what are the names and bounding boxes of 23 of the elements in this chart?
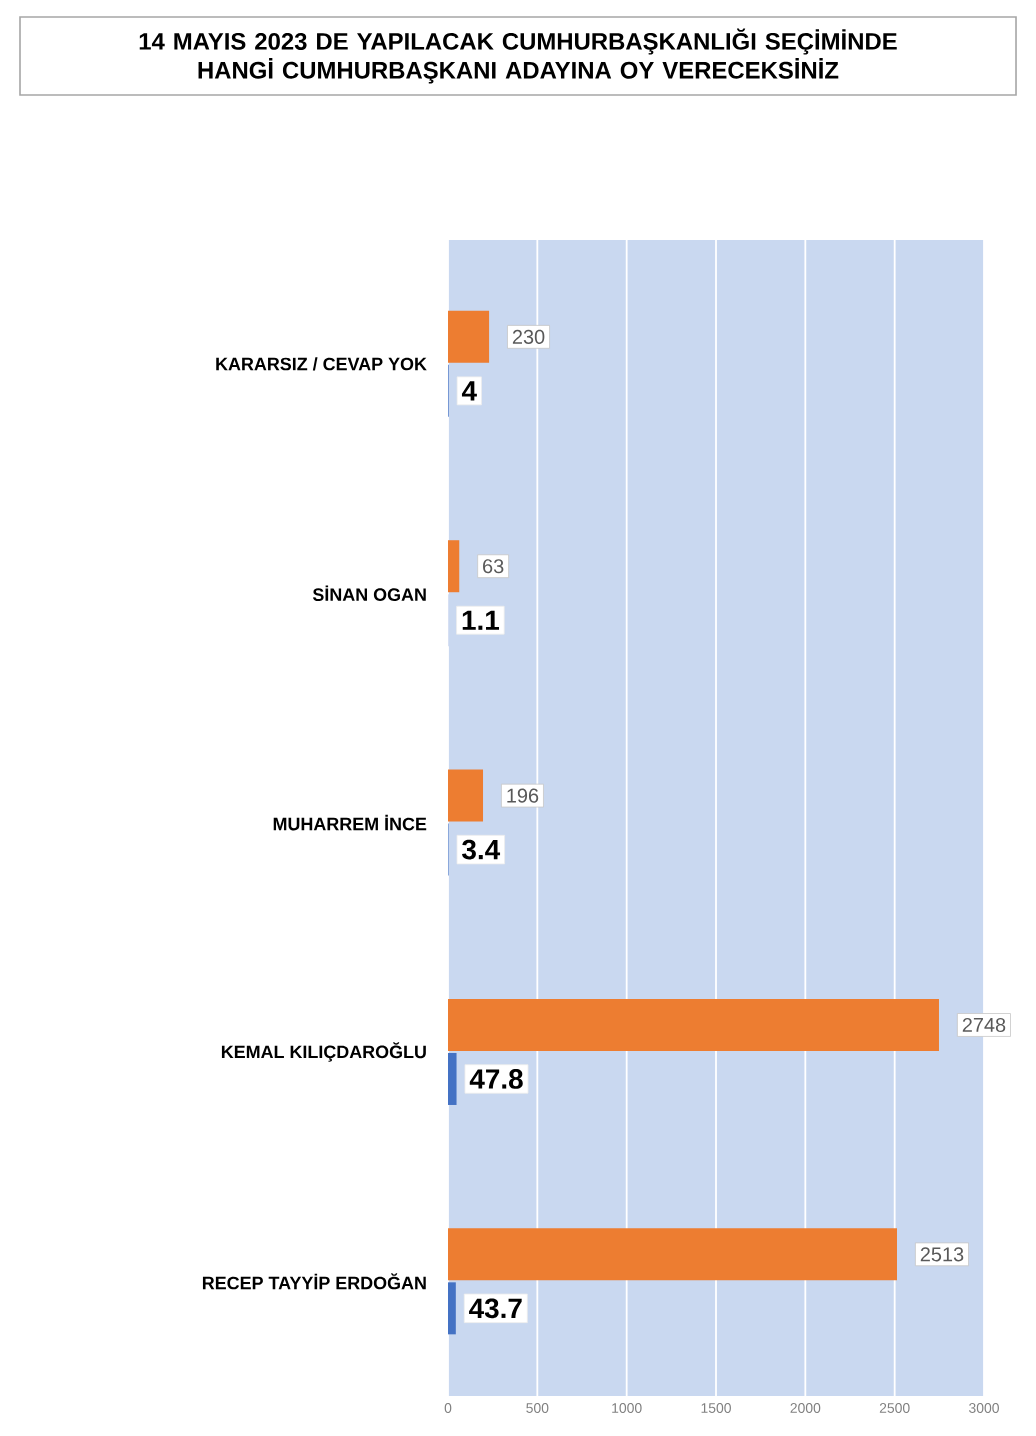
bar	[448, 540, 460, 593]
bar	[448, 1052, 457, 1105]
chart-title: 14 MAYIS 2023 DE YAPILACAK CUMHURBAŞKANLIĞI SEÇİMİNDE HANGİ CUMHURBAŞKANI ADAYINA OY VERECEKSİNİZ	[139, 28, 897, 84]
data-label: 3.4	[462, 839, 501, 860]
y-tick-label: RECEP TAYYİP ERDOĞAN	[202, 1273, 426, 1290]
y-tick-label: SİNAN OGAN	[312, 585, 426, 602]
data-label: 2513	[920, 1247, 964, 1262]
bar	[448, 310, 490, 363]
data-label: 63	[483, 559, 504, 574]
data-label: 1.1	[462, 610, 500, 630]
bar	[448, 769, 484, 822]
data-label: 230	[512, 329, 545, 344]
bar	[448, 1228, 897, 1281]
data-label: 43.7	[469, 1298, 522, 1319]
data-label: 2748	[962, 1017, 1006, 1033]
y-tick-label: KEMAL KILIÇDAROĞLU	[221, 1042, 426, 1062]
bar	[448, 1282, 456, 1335]
data-label: 47.8	[469, 1069, 523, 1089]
data-label: 196	[507, 788, 539, 803]
bar	[448, 998, 939, 1051]
data-label: 4	[461, 381, 477, 401]
y-tick-label: KARARSIZ / CEVAP YOK	[216, 357, 427, 371]
y-tick-label: MUHARREM İNCE	[273, 814, 427, 831]
